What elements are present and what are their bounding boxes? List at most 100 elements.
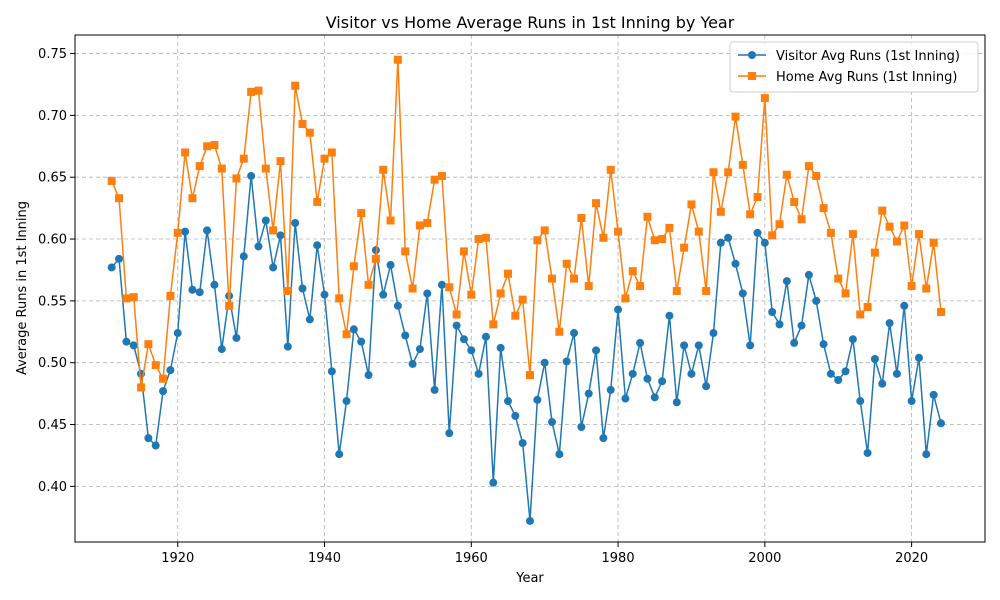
data-point xyxy=(804,270,813,279)
data-point xyxy=(217,164,226,173)
data-point xyxy=(489,320,498,329)
data-point xyxy=(738,289,747,298)
data-point xyxy=(239,154,248,163)
data-point xyxy=(159,387,168,396)
data-point xyxy=(415,221,424,230)
data-point xyxy=(232,174,241,183)
data-point xyxy=(386,216,395,225)
data-point xyxy=(335,450,344,459)
data-point xyxy=(848,230,857,239)
data-point xyxy=(738,160,747,169)
data-point xyxy=(680,243,689,252)
data-point xyxy=(870,354,879,363)
data-point xyxy=(584,389,593,398)
data-point xyxy=(658,377,667,386)
data-point xyxy=(555,450,564,459)
data-point xyxy=(239,252,248,261)
y-tick-label: 0.55 xyxy=(38,294,67,309)
data-point xyxy=(474,369,483,378)
data-point xyxy=(687,200,696,209)
data-point xyxy=(621,294,630,303)
x-tick-label: 1920 xyxy=(161,551,194,566)
data-point xyxy=(562,357,571,366)
data-point xyxy=(357,337,366,346)
data-point xyxy=(401,247,410,256)
data-point xyxy=(129,341,138,350)
data-point xyxy=(129,293,138,302)
data-point xyxy=(819,340,828,349)
data-point xyxy=(107,263,116,272)
data-point xyxy=(401,331,410,340)
data-point xyxy=(107,176,116,185)
data-point xyxy=(166,291,175,300)
data-point xyxy=(144,434,153,443)
data-point xyxy=(834,274,843,283)
data-point xyxy=(812,171,821,180)
series-line xyxy=(110,58,942,389)
series-line xyxy=(111,175,942,522)
x-axis-label: Year xyxy=(515,571,544,586)
series-layer xyxy=(107,55,945,525)
data-point xyxy=(430,175,439,184)
data-point xyxy=(408,359,417,368)
data-point xyxy=(614,227,623,236)
data-point xyxy=(533,236,542,245)
data-point xyxy=(878,379,887,388)
data-point xyxy=(724,233,733,242)
data-point xyxy=(320,154,329,163)
legend-label-home: Home Avg Runs (1st Inning) xyxy=(776,70,957,85)
data-point xyxy=(408,284,417,293)
y-tick-label: 0.65 xyxy=(38,171,67,186)
data-point xyxy=(643,374,652,383)
data-point xyxy=(592,199,601,208)
series-home xyxy=(107,55,945,392)
data-point xyxy=(672,286,681,295)
data-point xyxy=(254,242,263,251)
data-point xyxy=(195,288,204,297)
data-point xyxy=(555,327,564,336)
data-point xyxy=(423,218,432,227)
data-point xyxy=(628,369,637,378)
data-point xyxy=(540,226,549,235)
data-point xyxy=(907,282,916,291)
data-point xyxy=(115,194,124,203)
data-point xyxy=(643,212,652,221)
data-point xyxy=(848,335,857,344)
data-point xyxy=(526,516,534,525)
data-point xyxy=(900,221,909,230)
data-point xyxy=(313,197,322,206)
data-point xyxy=(342,397,351,406)
x-axis: 1920 1940 1960 1980 2000 2020 xyxy=(161,542,928,566)
data-point xyxy=(929,390,938,399)
data-point xyxy=(283,286,292,295)
data-point xyxy=(680,341,689,350)
data-point xyxy=(768,231,777,240)
data-point xyxy=(878,206,887,215)
data-point xyxy=(922,284,931,293)
data-point xyxy=(320,290,329,299)
y-tick-label: 0.50 xyxy=(38,356,67,371)
data-point xyxy=(349,262,358,271)
data-point xyxy=(437,171,446,180)
data-point xyxy=(526,371,534,380)
data-point xyxy=(503,269,512,278)
data-point xyxy=(570,329,579,338)
data-point xyxy=(775,220,784,229)
legend-box xyxy=(729,41,979,93)
data-point xyxy=(709,168,718,177)
data-point xyxy=(232,333,241,342)
chart-title: Visitor vs Home Average Runs in 1st Inni… xyxy=(326,13,735,32)
data-point xyxy=(790,197,799,206)
data-point xyxy=(606,385,615,394)
data-point xyxy=(144,340,153,349)
data-point xyxy=(430,385,439,394)
data-point xyxy=(665,223,674,232)
data-point xyxy=(599,434,608,443)
y-tick-label: 0.60 xyxy=(38,233,67,248)
plot-frame xyxy=(74,34,986,543)
legend-label-visitor: Visitor Avg Runs (1st Inning) xyxy=(776,49,960,64)
grid xyxy=(75,35,985,542)
x-tick-label: 1940 xyxy=(308,551,341,566)
data-point xyxy=(775,320,784,329)
